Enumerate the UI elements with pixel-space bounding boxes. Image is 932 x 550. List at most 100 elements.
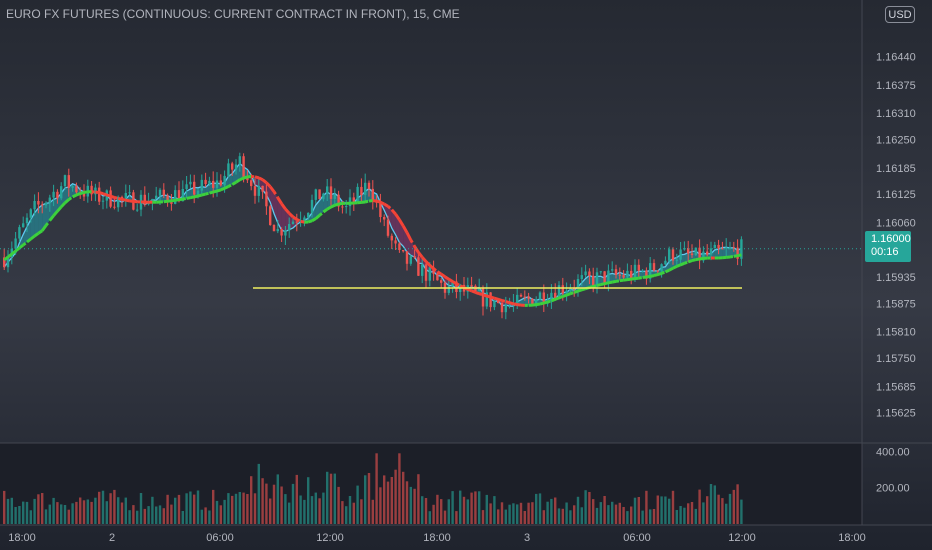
volume-bar — [52, 497, 55, 524]
candle — [272, 224, 276, 232]
price-tick-label: 1.15625 — [876, 408, 916, 420]
candle — [611, 261, 614, 273]
candle — [405, 251, 409, 271]
candle-body — [352, 197, 355, 202]
price-axis[interactable]: 1.16440 1.16375 1.16310 1.16250 1.16185 1.161… — [876, 51, 916, 419]
volume-bar — [455, 511, 458, 524]
moving-average-segment — [661, 270, 666, 275]
candle — [231, 161, 234, 176]
candle-body — [18, 227, 21, 239]
moving-average-segment — [216, 188, 222, 193]
volume-bar — [626, 511, 629, 524]
candle — [641, 269, 644, 273]
moving-average-layer — [3, 175, 742, 307]
moving-average-segment — [619, 278, 624, 283]
volume-bar — [512, 503, 515, 524]
candle — [314, 188, 317, 204]
time-axis[interactable]: 18:00 2 06:00 12:00 18:00 3 06:00 12:00 18:00 — [8, 532, 866, 544]
candle-body — [728, 247, 732, 249]
volume-bar — [417, 474, 420, 524]
volume-bar — [679, 506, 682, 524]
cloud-segment — [281, 203, 286, 232]
moving-average-segment — [509, 301, 514, 306]
moving-average-segment — [129, 199, 134, 203]
moving-average-segment — [239, 176, 245, 182]
moving-average-segment — [566, 292, 571, 297]
candle-body — [535, 299, 538, 306]
moving-average-segment — [95, 190, 100, 195]
moving-average-segment — [235, 178, 241, 184]
candle-body — [542, 292, 545, 304]
moving-average-segment — [394, 213, 401, 221]
candle — [295, 213, 298, 232]
candle — [455, 273, 458, 299]
candle — [284, 226, 287, 245]
candle-body — [158, 189, 162, 196]
candle-body — [326, 186, 329, 194]
candle — [322, 192, 325, 202]
candle-body — [421, 264, 424, 276]
volume-bar — [147, 506, 150, 524]
candle — [538, 291, 542, 301]
candle — [721, 241, 724, 250]
candle-body — [219, 180, 222, 186]
currency-button[interactable]: USD — [885, 6, 915, 23]
volume-bar — [242, 492, 245, 524]
candle — [595, 267, 599, 294]
volume-bar — [516, 504, 519, 524]
moving-average-segment — [421, 256, 428, 263]
candle — [18, 224, 21, 243]
candle — [599, 270, 602, 275]
candle — [687, 240, 690, 263]
candle — [25, 213, 29, 233]
cloud-segment — [638, 271, 643, 279]
candle — [394, 237, 397, 250]
candle-body — [120, 196, 124, 199]
candle-body — [67, 175, 70, 188]
candle — [318, 189, 321, 200]
cloud-segment — [619, 272, 624, 281]
price-tick-label: 1.16250 — [876, 134, 916, 146]
volume-bar — [307, 477, 310, 524]
moving-average-segment — [493, 296, 499, 301]
candle — [162, 183, 165, 199]
moving-average-segment — [611, 279, 617, 284]
moving-average-segment — [699, 256, 704, 261]
volume-bar — [740, 499, 743, 524]
candle-body — [531, 298, 534, 306]
volume-bar — [238, 492, 241, 524]
candle-body — [417, 257, 420, 276]
candle-body — [223, 175, 226, 186]
volume-bar — [383, 475, 386, 524]
candle — [234, 159, 238, 175]
volume-bar — [204, 507, 207, 524]
candle — [265, 184, 268, 215]
volume-bar — [215, 500, 219, 524]
volume-bar — [580, 507, 583, 524]
price-tick-label: 1.15935 — [876, 272, 916, 284]
moving-average-segment — [326, 205, 332, 211]
cloud-segment — [315, 200, 320, 219]
candle-body — [721, 248, 724, 250]
candle — [189, 174, 192, 189]
moving-average-segment — [691, 258, 697, 263]
candle — [614, 264, 618, 279]
candle — [717, 239, 720, 255]
volume-bar — [124, 497, 127, 524]
candle — [41, 201, 44, 214]
candle — [56, 189, 59, 204]
cloud-segment — [726, 247, 730, 258]
volume-bar — [303, 499, 306, 524]
candle-body — [516, 294, 519, 304]
volume-bar — [481, 510, 485, 524]
candle — [409, 254, 412, 266]
moving-average-segment — [680, 261, 685, 267]
candle — [706, 244, 709, 257]
candle — [478, 278, 481, 292]
volume-bar — [690, 502, 694, 524]
candle-body — [364, 182, 367, 195]
volume-bar — [82, 500, 86, 524]
price-tick-label: 1.15750 — [876, 353, 916, 365]
moving-average-segment — [490, 295, 495, 300]
